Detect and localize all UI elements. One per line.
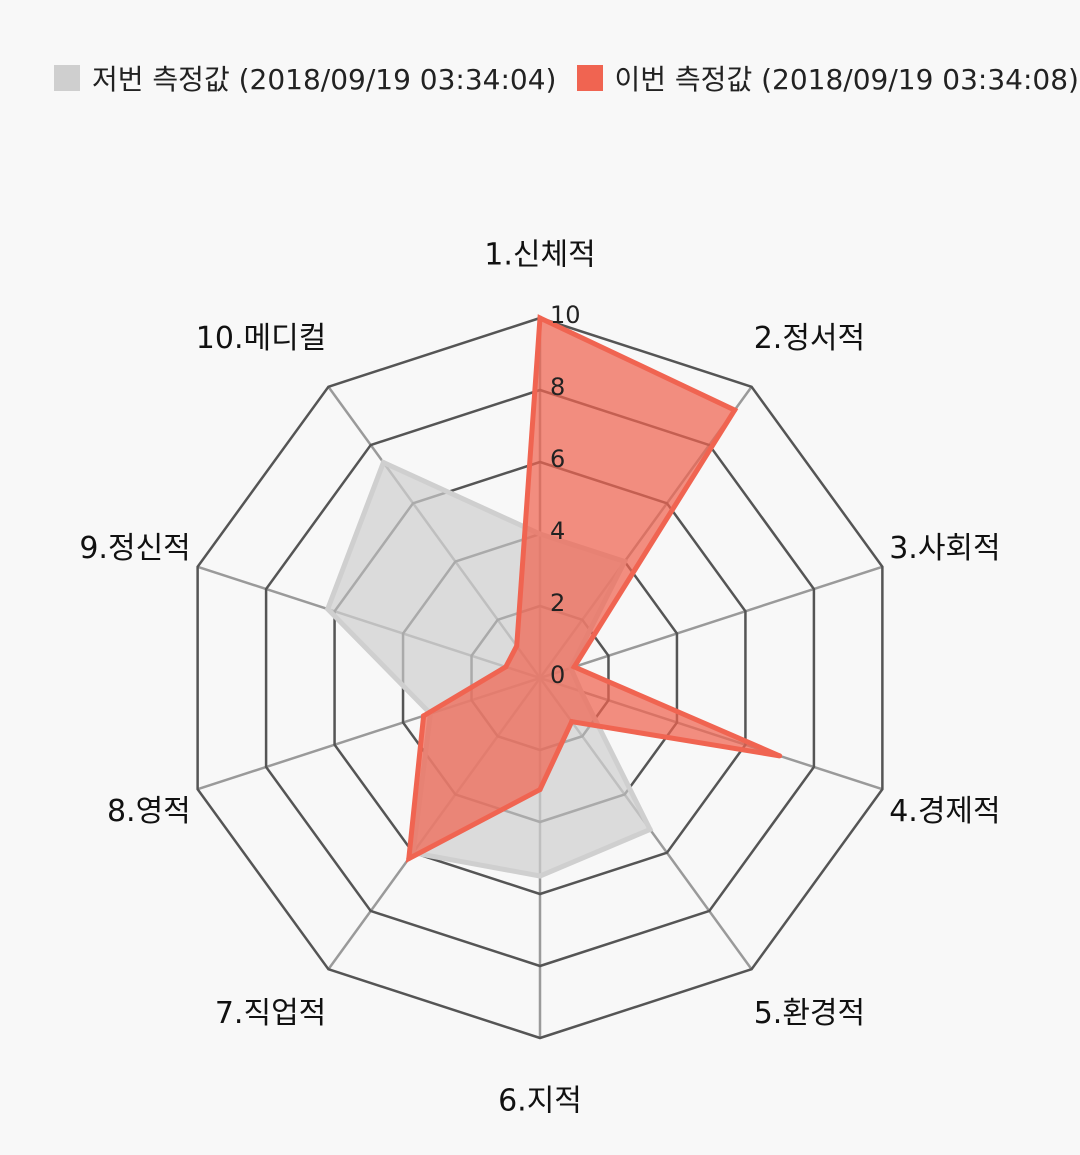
radar-ring <box>196 316 884 1040</box>
legend-label-current: 이번 측정값 (2018/09/19 03:34:08) <box>614 63 1080 96</box>
radar-category-label: 10.메디컬 <box>196 321 327 356</box>
radar-point-current <box>537 787 543 793</box>
radar-point-current <box>406 856 412 862</box>
radar-tick-label: 6 <box>550 445 565 473</box>
radar-point-current <box>503 664 509 670</box>
radar-tick-label: 10 <box>550 301 581 329</box>
legend-item-current[interactable]: 이번 측정값 (2018/09/19 03:34:08) <box>576 58 1080 98</box>
radar-point-previous <box>537 873 543 879</box>
legend-swatch-current <box>576 65 603 91</box>
legend-swatch-previous <box>54 65 80 91</box>
radar-point-previous <box>325 606 331 612</box>
legend-label-previous: 저번 측정값 (2018/09/19 03:34:04) <box>92 63 557 96</box>
radar-tick-label: 2 <box>550 589 565 617</box>
chart-legend: 저번 측정값 (2018/09/19 03:34:04) 이번 측정값 (201… <box>54 58 1079 98</box>
radar-category-label: 4.경제적 <box>889 794 1000 829</box>
radar-point-current <box>421 713 427 719</box>
radar-tick-label: 0 <box>550 661 565 689</box>
radar-tick-label: 8 <box>550 373 565 401</box>
radar-point-previous <box>647 826 653 832</box>
radar-point-previous <box>380 459 386 465</box>
radar-point-current <box>537 315 543 321</box>
radar-category-label: 9.정신적 <box>79 531 190 566</box>
radar-point-current <box>569 719 575 725</box>
radar-category-label: 8.영적 <box>107 794 191 829</box>
radar-point-current <box>514 643 520 649</box>
radar-spoke <box>539 565 883 680</box>
radar-category-label: 2.정서적 <box>754 321 865 356</box>
radar-category-label: 7.직업적 <box>215 996 326 1031</box>
radar-tick-label: 4 <box>550 517 565 545</box>
radar-point-current <box>732 407 738 413</box>
legend-item-previous[interactable]: 저번 측정값 (2018/09/19 03:34:04) <box>54 58 557 98</box>
radar-category-label: 6.지적 <box>498 1084 582 1119</box>
radar-category-label: 1.신체적 <box>484 238 595 273</box>
radar-category-label: 3.사회적 <box>889 531 1000 566</box>
radar-ring <box>264 388 816 968</box>
radar-point-current <box>777 753 783 759</box>
radar-point-current <box>571 664 577 670</box>
radar-category-label: 5.환경적 <box>754 996 865 1031</box>
